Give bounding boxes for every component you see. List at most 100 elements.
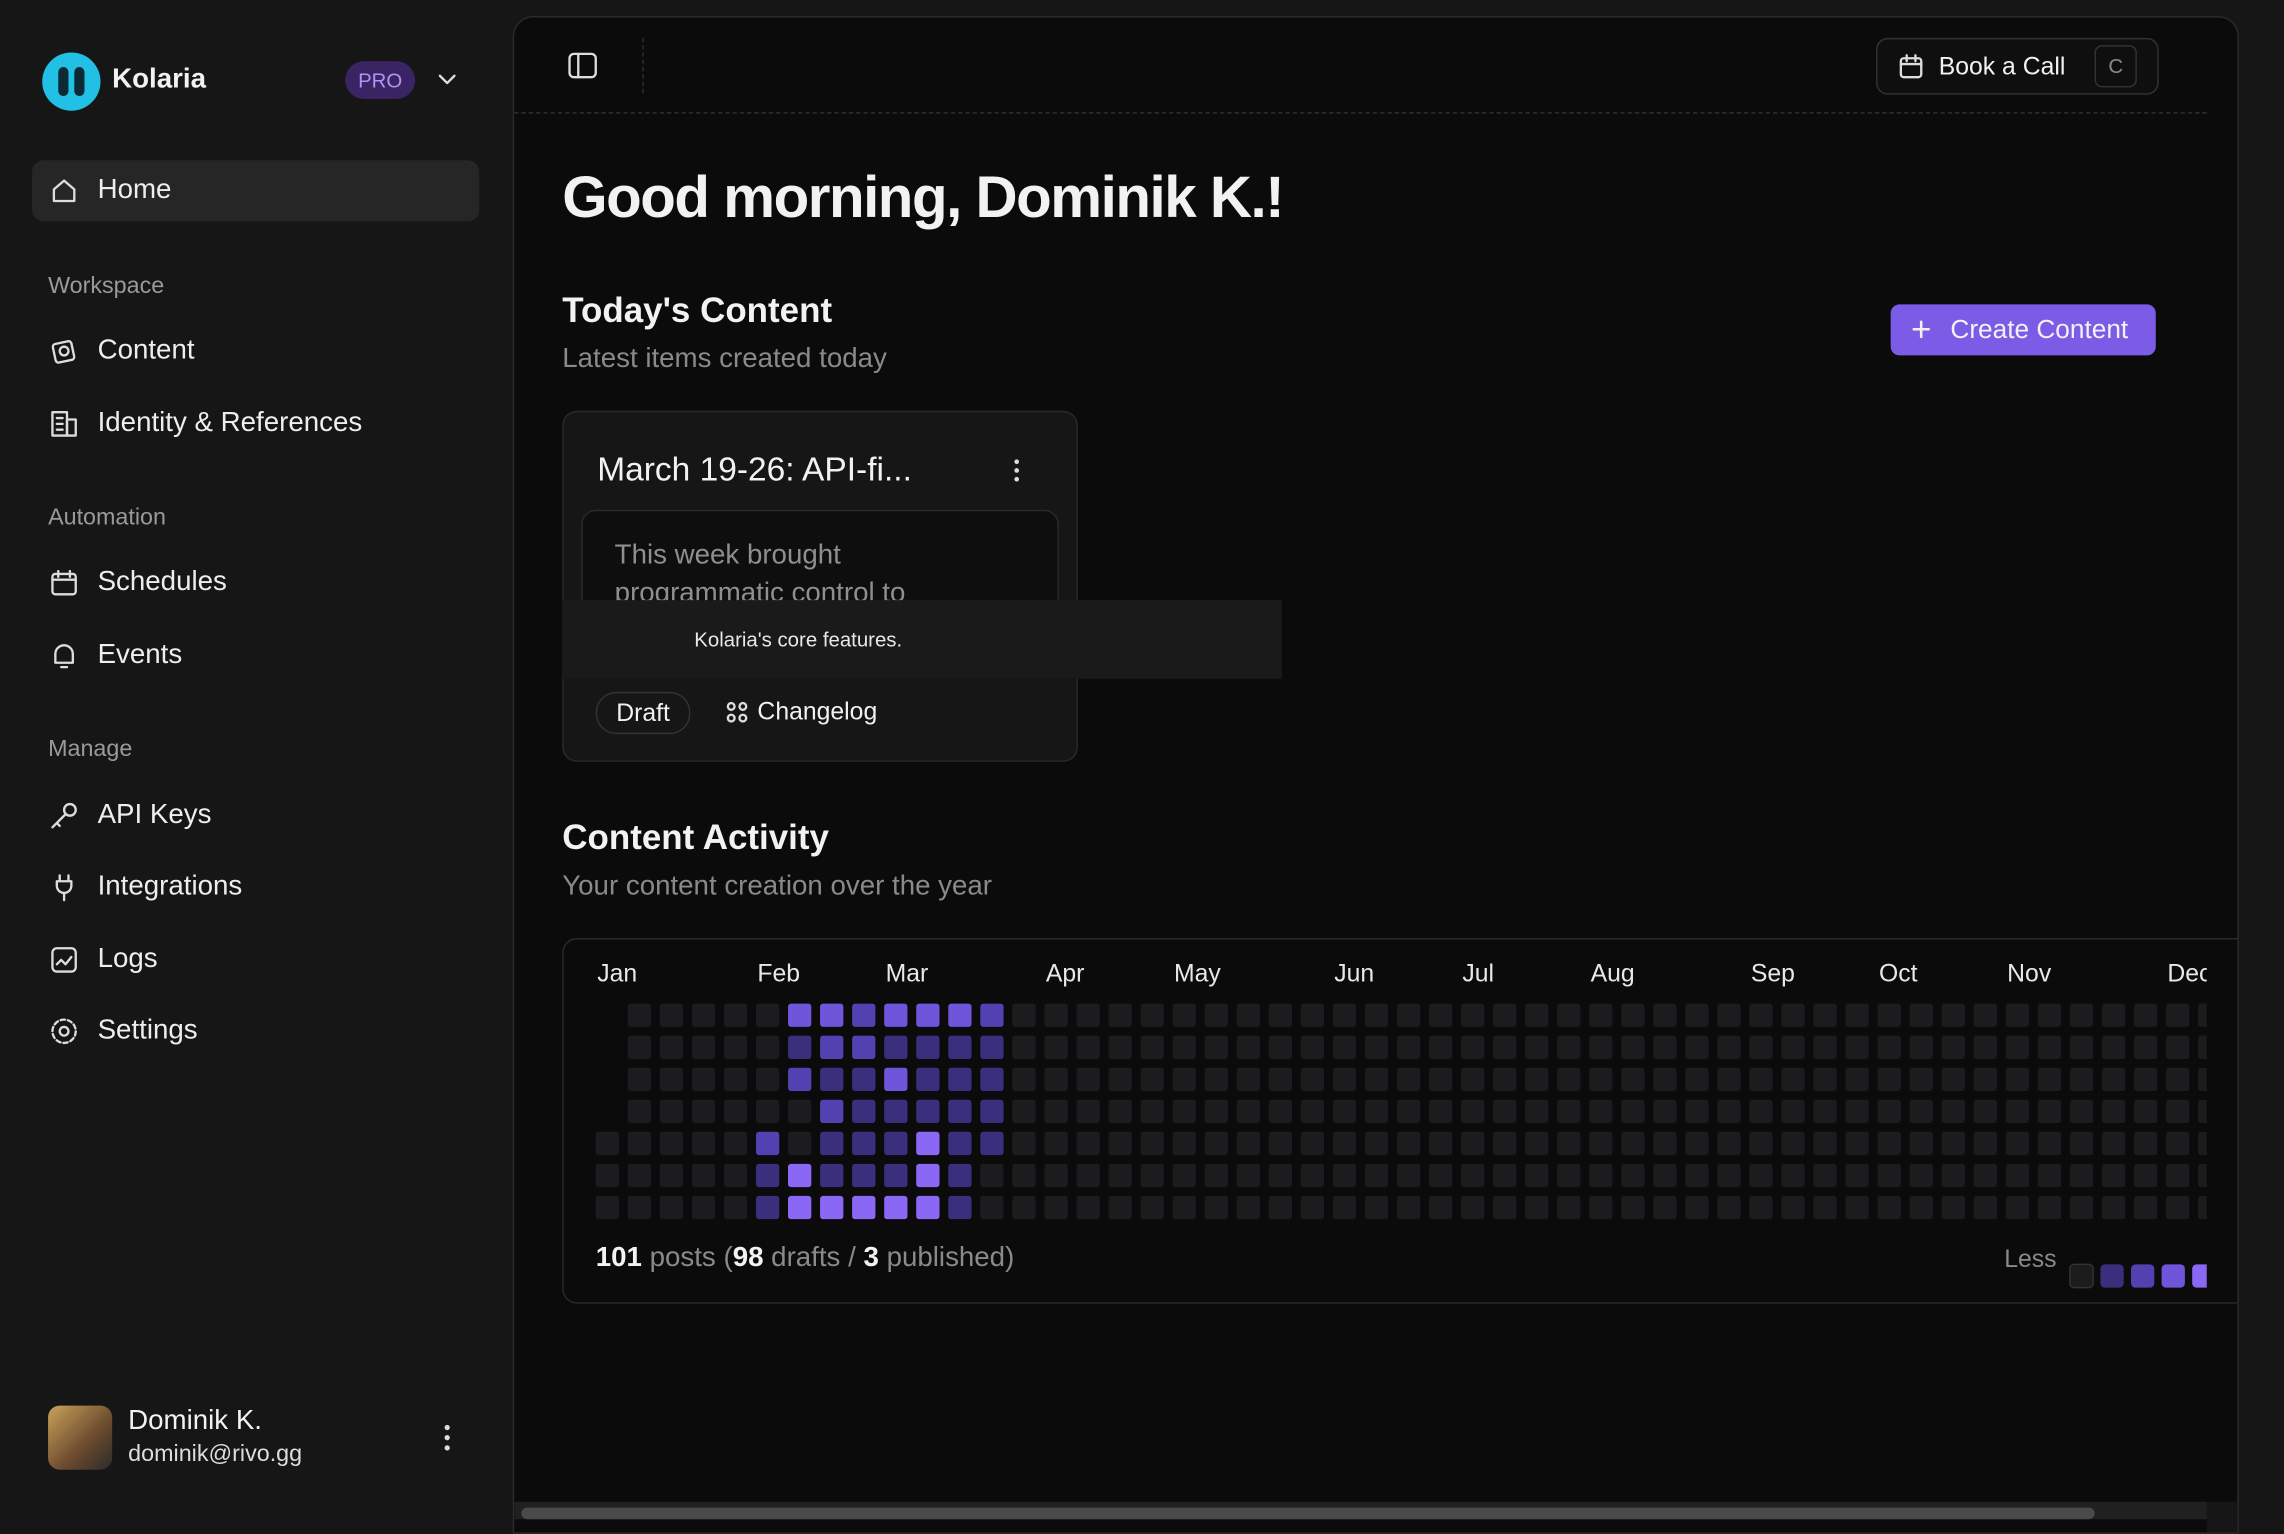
activity-cell [788, 1131, 812, 1156]
nav-label: Settings [97, 1015, 198, 1046]
activity-cell [2037, 1003, 2062, 1027]
activity-cell [1428, 1099, 1453, 1124]
sidebar-toggle[interactable] [567, 50, 599, 82]
nav-label: Schedules [97, 566, 227, 598]
section-subtitle: Latest items created today [562, 343, 887, 375]
activity-cell [2133, 1163, 2158, 1188]
scrollbar-thumb[interactable] [521, 1507, 2095, 1520]
activity-cell [1140, 1099, 1164, 1124]
activity-cell [1653, 1131, 1677, 1156]
activity-cell [1717, 1195, 1741, 1220]
workspace-dropdown[interactable] [436, 68, 459, 91]
nav-item[interactable]: Content [32, 320, 479, 381]
activity-cell [980, 1035, 1004, 1059]
activity-cell [2005, 1163, 2030, 1188]
activity-cell [723, 1067, 748, 1091]
nav-item[interactable]: Integrations [32, 856, 479, 917]
greeting: Good morning, Dominik K.! [562, 166, 1284, 231]
legend-swatch [2069, 1263, 2094, 1289]
button-label: Book a Call [1938, 52, 2066, 81]
activity-cell [1845, 1195, 1869, 1220]
activity-cell [595, 1131, 620, 1156]
activity-cell [1460, 1195, 1485, 1220]
punct: / [848, 1242, 856, 1274]
nav-item[interactable]: Identity & References [32, 393, 479, 454]
activity-cell [1941, 1067, 1965, 1091]
activity-cell [1749, 1163, 1773, 1188]
activity-cell [1749, 1035, 1773, 1059]
activity-cell [2101, 1099, 2126, 1124]
create-content-button[interactable]: + Create Content [1890, 304, 2156, 356]
activity-cell [2165, 1003, 2190, 1027]
activity-cell [1621, 1035, 1645, 1059]
activity-cell [820, 1035, 844, 1059]
activity-cell [1204, 1067, 1228, 1091]
activity-cell [1589, 1035, 1613, 1059]
activity-cell [691, 1067, 716, 1091]
activity-cell [916, 1131, 940, 1156]
activity-cell [1781, 1163, 1805, 1188]
tooltip: Kolaria's core features. [562, 600, 1282, 679]
activity-cell [1172, 1131, 1196, 1156]
activity-cell [1525, 1099, 1549, 1124]
activity-cell [2037, 1035, 2062, 1059]
user-email: dominik@rivo.gg [128, 1442, 303, 1467]
book-call-button[interactable]: Book a Call C [1876, 37, 2159, 95]
nav-item[interactable]: Logs [32, 929, 479, 990]
activity-cell [852, 1195, 876, 1220]
label: published [886, 1242, 1006, 1274]
activity-cell [1460, 1003, 1485, 1027]
activity-cell [1012, 1163, 1036, 1188]
activity-cell [1749, 1195, 1773, 1220]
nav-label: Events [97, 639, 183, 671]
nav-item[interactable]: Schedules [32, 552, 479, 613]
activity-cell [1140, 1035, 1164, 1059]
activity-cell [1909, 1067, 1933, 1091]
activity-cell [1396, 1099, 1421, 1124]
card-menu[interactable] [1005, 456, 1028, 485]
activity-cell [2037, 1099, 2062, 1124]
avatar[interactable] [48, 1405, 113, 1470]
content-card[interactable]: March 19-26: API-fi... This week brought… [562, 410, 1078, 762]
activity-cell [1813, 1163, 1837, 1188]
activity-cell [1909, 1003, 1933, 1027]
punct: ( [723, 1242, 733, 1274]
activity-cell [1108, 1099, 1132, 1124]
month-label: Dec [2167, 961, 2206, 988]
status-badge: Draft [595, 691, 691, 735]
activity-cell [755, 1099, 780, 1124]
activity-cell [788, 1003, 812, 1027]
month-label: Feb [757, 961, 800, 988]
activity-cell [916, 1163, 940, 1188]
activity-cell [1717, 1067, 1741, 1091]
activity-cell [1300, 1131, 1325, 1156]
activity-cell [788, 1035, 812, 1059]
button-label: Create Content [1950, 314, 2129, 344]
activity-cell [1909, 1195, 1933, 1220]
section-title: Workspace [48, 273, 165, 299]
nav-item[interactable]: Settings [32, 1001, 479, 1062]
user-menu[interactable] [436, 1422, 459, 1454]
activity-cell [1525, 1163, 1549, 1188]
activity-cell [2198, 1163, 2207, 1188]
activity-cell [916, 1003, 940, 1027]
activity-cell [1364, 1195, 1389, 1220]
activity-cell [2133, 1131, 2158, 1156]
nav-item[interactable]: Events [32, 625, 479, 686]
legend-swatch [2131, 1264, 2155, 1288]
activity-cell [820, 1195, 844, 1220]
activity-cell [1332, 1035, 1357, 1059]
activity-cell [2005, 1195, 2030, 1220]
activity-cell [2037, 1163, 2062, 1188]
activity-cell [1460, 1099, 1485, 1124]
activity-cell [1717, 1131, 1741, 1156]
nav-home[interactable]: Home [32, 160, 480, 222]
activity-cell [1428, 1195, 1453, 1220]
activity-cell [691, 1003, 716, 1027]
activity-cell [723, 1195, 748, 1220]
activity-cell [1813, 1003, 1837, 1027]
activity-cell [1332, 1131, 1357, 1156]
activity-cell [1332, 1003, 1357, 1027]
activity-cell [1493, 1131, 1517, 1156]
nav-item[interactable]: API Keys [32, 785, 479, 846]
